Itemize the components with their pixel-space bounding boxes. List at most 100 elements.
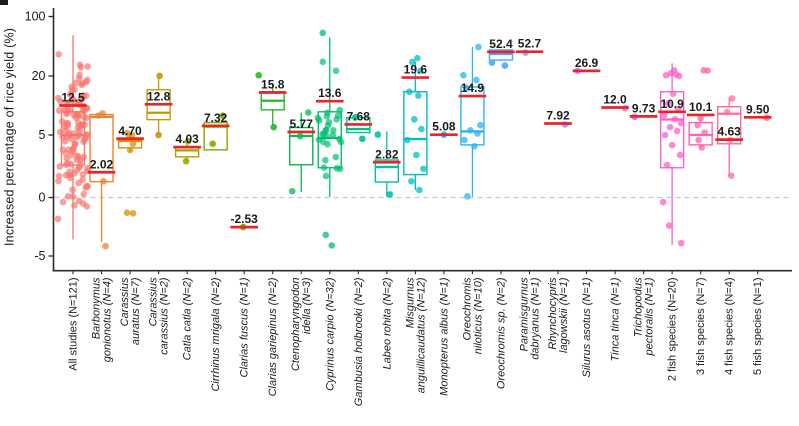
data-point (288, 187, 296, 195)
jitter-point (84, 164, 91, 172)
jitter-point (336, 165, 344, 173)
data-point (123, 209, 131, 217)
mean-value-label: 19.6 (404, 63, 428, 77)
data-point (723, 108, 731, 116)
jitter-point (64, 106, 72, 114)
data-point (663, 161, 671, 169)
jitter-point (319, 58, 327, 66)
x-category-label: 4 fish species (N=4) (724, 278, 736, 376)
data-point (727, 172, 735, 179)
x-category-label: Oreochromis sp. (N=2) (495, 277, 507, 389)
x-category-label: Silurus asotus (N=1) (581, 277, 593, 377)
boxplot-group: -2.53 Clarias fuscus (N=1) (230, 212, 258, 377)
mean-value-label: 13.6 (318, 86, 342, 100)
y-tick-label: 5 (39, 128, 46, 142)
data-point (671, 115, 679, 123)
mean-value-label: 12.0 (603, 92, 627, 106)
iqr-box (716, 105, 742, 145)
jitter-point (54, 215, 62, 223)
jitter-point (63, 155, 71, 162)
data-point (664, 100, 672, 107)
data-point (473, 76, 480, 84)
x-label-group: Carassiuscarassius (N=2) (148, 277, 171, 355)
x-label-group: 4 fish species (N=4) (724, 278, 736, 376)
jitter-point (66, 168, 73, 176)
boxplot-group: 7.92 Rhynchocyprislagowskii (N=1) (544, 109, 572, 353)
data-point (415, 92, 422, 99)
x-category-label: 2 fish species (N=20) (667, 278, 679, 382)
data-point (352, 114, 359, 121)
jitter-point (81, 121, 88, 129)
data-point (418, 125, 425, 133)
boxplot-group: 13.6 Cyprinus carpio (N=32) (314, 29, 345, 391)
jitter-point (71, 202, 78, 209)
mean-value-label: 52.4 (489, 37, 513, 51)
jitter-point (64, 122, 72, 129)
iqr-box (374, 159, 400, 183)
jitter-point (320, 164, 328, 171)
panel-label-fragment (0, 0, 8, 5)
x-label-group: All studies (N=121) (68, 278, 80, 371)
jitter-point (59, 198, 67, 206)
data-point (667, 69, 675, 77)
x-category-label: Oreochromisniloticus (N=10) (461, 277, 484, 354)
data-point (460, 71, 467, 79)
data-point (676, 151, 684, 159)
data-point (698, 144, 705, 151)
jitter-point (330, 126, 337, 134)
x-category-label: Cirrhinus mrigala (N=2) (210, 277, 222, 391)
data-point (406, 88, 413, 96)
x-label-group: Clarias fuscus (N=1) (239, 277, 251, 377)
data-point (661, 131, 669, 139)
data-point (666, 123, 674, 131)
jitter-point (83, 182, 91, 190)
jitter-point (84, 63, 91, 70)
data-point (662, 71, 670, 79)
jitter-point (336, 106, 344, 114)
jitter-point (322, 172, 330, 180)
jitter-point (83, 202, 91, 210)
data-point (319, 29, 327, 37)
x-category-label: Ctenopharyngodonidella (N=3) (290, 277, 313, 371)
jitter-point (80, 92, 87, 99)
x-category-label: Trichopoduspectoralis (N=1) (633, 277, 656, 356)
data-point (95, 112, 102, 120)
data-point (477, 121, 484, 129)
mean-value-label: 10.9 (660, 97, 684, 111)
data-point (464, 192, 471, 200)
x-label-group: Tinca tinca (N=1) (610, 277, 622, 361)
data-point (471, 142, 478, 150)
boxplot-group: 5.08 Monopterus albus (N=1) (430, 120, 458, 396)
jitter-point (332, 67, 340, 75)
data-point (417, 67, 424, 75)
boxplot-group: 26.9 Silurus asotus (N=1) (572, 56, 601, 377)
data-point (659, 198, 667, 206)
x-label-group: Oreochromis sp. (N=2) (495, 277, 507, 389)
data-point (467, 126, 474, 134)
jitter-point (55, 177, 62, 185)
mean-value-label: 7.68 (347, 109, 371, 123)
data-point (182, 157, 190, 165)
data-point (374, 131, 382, 138)
data-point (413, 151, 420, 159)
boxplot-group: 19.6 Misgurnusanguillicaudatus (N=12) (401, 54, 430, 393)
jitter-point (56, 107, 63, 114)
boxplot-group: 52.7 Paramisgurnusdabryanus (N=1) (515, 37, 544, 360)
x-category-label: Carassiusauratus (N=7) (119, 277, 142, 345)
boxplot-group: 4.63 4 fish species (N=4) (715, 95, 743, 375)
jitter-point (75, 197, 83, 205)
mean-value-label: 15.8 (261, 78, 285, 92)
data-point (675, 72, 683, 80)
jitter-point (319, 130, 326, 138)
mean-value-label: 7.92 (546, 109, 570, 123)
jitter-point (74, 153, 82, 161)
mean-value-label: 9.73 (632, 101, 656, 115)
data-point (673, 127, 681, 135)
data-point (677, 239, 685, 247)
data-point (660, 112, 668, 119)
x-category-label: Carassiuscarassius (N=2) (148, 277, 171, 355)
x-category-label: Tinca tinca (N=1) (610, 277, 622, 361)
jitter-point (323, 109, 331, 117)
boxplot-group: 12.8 Carassiuscarassius (N=2) (144, 72, 173, 355)
data-point (386, 191, 394, 198)
